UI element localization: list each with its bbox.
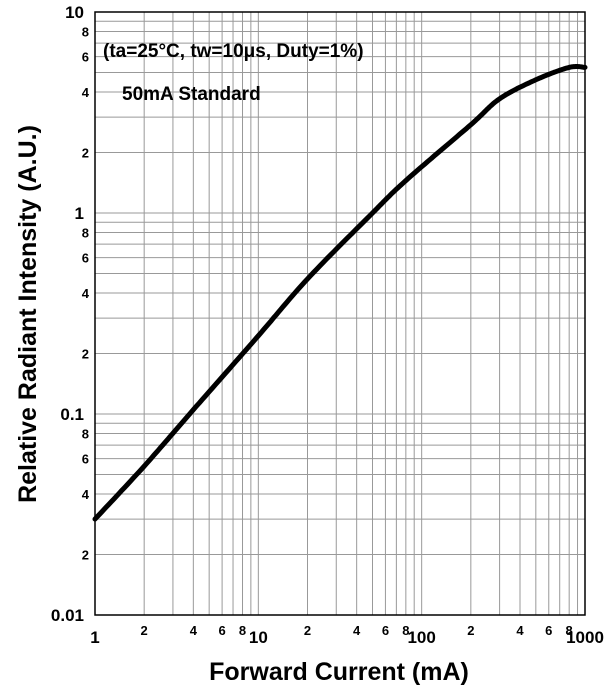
x-tick-label: 6 [382,623,389,638]
y-tick-label: 8 [82,426,89,441]
x-tick-label: 2 [467,623,474,638]
x-tick-label: 1000 [566,628,604,647]
annotation-conditions: (ta=25°C, tw=10μs, Duty=1%) [103,41,364,62]
y-tick-label: 0.1 [60,405,84,424]
x-tick-label: 6 [545,623,552,638]
x-axis-title: Forward Current (mA) [209,658,469,686]
x-tick-label: 100 [407,628,435,647]
y-tick-label: 4 [82,487,90,502]
y-axis-title: Relative Radiant Intensity (A.U.) [14,125,42,503]
y-tick-label: 8 [82,225,89,240]
y-tick-label: 4 [82,286,90,301]
y-tick-label: 2 [82,145,89,160]
grid [95,12,585,615]
series-line [92,64,588,522]
y-tick-label: 1 [75,204,84,223]
x-tick-label: 2 [141,623,148,638]
y-tick-label: 10 [65,3,84,22]
y-tick-label: 2 [82,346,89,361]
y-tick-label: 6 [82,452,89,467]
plot-frame [94,11,586,616]
x-tick-label: 6 [218,623,225,638]
x-tick-label: 1 [90,628,99,647]
x-tick-label: 10 [249,628,268,647]
y-tick-label: 4 [82,85,90,100]
y-tick-label: 6 [82,251,89,266]
x-tick-label: 8 [566,623,573,638]
y-tick-label: 6 [82,50,89,65]
x-tick-label: 8 [402,623,409,638]
x-tick-label: 4 [190,623,198,638]
annotation-standard: 50mA Standard [122,84,261,105]
y-tick-label: 8 [82,24,89,39]
x-tick-label: 4 [353,623,361,638]
x-tick-label: 4 [516,623,524,638]
y-tick-label: 0.01 [51,606,84,625]
x-tick-label: 8 [239,623,246,638]
y-tick-label: 2 [82,547,89,562]
x-tick-label: 2 [304,623,311,638]
y-tick-labels: 0.01 2 4 6 8 0.1 2 4 6 8 1 2 4 6 8 10 [51,3,90,625]
